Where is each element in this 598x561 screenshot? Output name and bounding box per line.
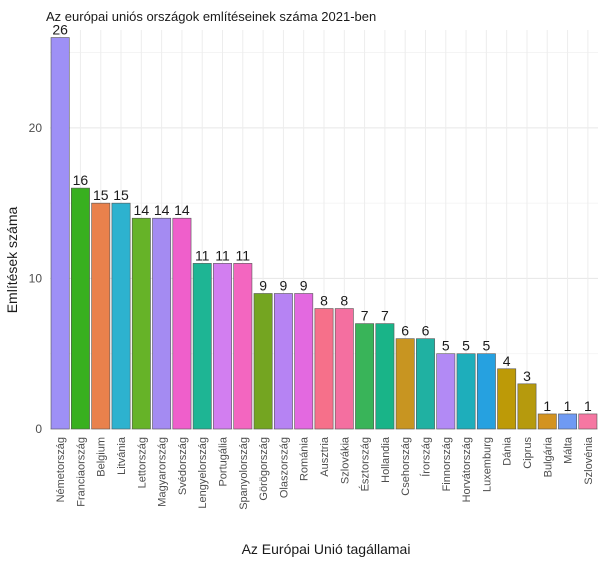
data-label: 26 <box>52 22 68 38</box>
bar <box>273 293 293 430</box>
bar <box>355 323 375 430</box>
data-label: 8 <box>320 293 328 309</box>
bar <box>71 187 90 430</box>
data-label: 14 <box>174 202 190 218</box>
data-label: 9 <box>300 277 308 293</box>
x-tick-label: Belgium <box>96 437 108 477</box>
x-tick-label: Magyarország <box>157 437 169 507</box>
bar <box>517 383 537 430</box>
bar <box>91 202 111 430</box>
data-label: 6 <box>422 323 430 339</box>
bar <box>375 323 395 430</box>
data-label: 5 <box>482 338 490 354</box>
bar <box>456 353 476 430</box>
bar <box>233 263 253 430</box>
bar <box>314 308 334 430</box>
x-tick-label: Litvánia <box>116 436 128 475</box>
x-tick-label: Hollandia <box>380 436 392 483</box>
bar <box>172 217 192 430</box>
bar <box>558 413 577 430</box>
data-label: 5 <box>462 338 470 354</box>
data-label: 4 <box>503 353 511 369</box>
bar <box>416 338 435 430</box>
bar <box>152 217 172 430</box>
bar <box>578 413 598 430</box>
y-tick-label: 0 <box>35 422 42 436</box>
x-tick-label: Lettország <box>136 437 148 488</box>
x-tick-label: Luxemburg <box>481 437 493 492</box>
y-tick-label: 20 <box>29 121 43 135</box>
data-label: 9 <box>259 277 267 293</box>
bar <box>253 293 273 430</box>
x-tick-label: Bulgária <box>542 436 554 477</box>
data-label: 16 <box>73 172 89 188</box>
x-tick-label: Dánia <box>502 436 514 466</box>
y-tick-label: 10 <box>29 271 43 285</box>
bar <box>537 413 557 430</box>
bar <box>497 368 517 430</box>
x-tick-label: Finnország <box>441 437 453 491</box>
data-label: 7 <box>381 308 389 324</box>
data-label: 14 <box>154 202 170 218</box>
x-tick-label: Észtország <box>359 437 372 491</box>
bar <box>476 353 496 430</box>
data-label: 1 <box>564 398 572 414</box>
x-tick-label: Ausztria <box>319 436 331 477</box>
bar <box>50 37 70 430</box>
bar <box>131 217 151 430</box>
x-tick-label: Szlovákia <box>339 436 351 484</box>
x-tick-label: Ciprus <box>522 437 534 469</box>
x-tick-label: Franciaország <box>75 437 87 507</box>
bar <box>395 338 415 430</box>
x-axis-ticks: Németország Franciaország Belgium Litvánia L… <box>55 436 595 510</box>
bar <box>192 263 212 430</box>
x-tick-label: Horvátország <box>461 437 473 502</box>
y-axis-title: Említések száma <box>4 206 20 313</box>
x-tick-label: Görögország <box>258 437 270 501</box>
data-label: 1 <box>584 398 592 414</box>
bar <box>111 202 131 430</box>
data-label: 9 <box>280 277 288 293</box>
x-tick-label: Írország <box>419 437 432 477</box>
x-tick-label: Olaszország <box>278 437 290 498</box>
bar <box>334 308 354 430</box>
bar <box>436 353 456 430</box>
data-label: 8 <box>340 293 348 309</box>
data-label: 11 <box>215 247 230 263</box>
x-tick-label: Németország <box>55 437 67 502</box>
bars <box>50 37 598 430</box>
data-label: 11 <box>236 247 251 263</box>
x-tick-label: Málta <box>563 436 575 464</box>
x-tick-label: Románia <box>299 436 311 481</box>
x-tick-label: Spanyolország <box>238 437 250 510</box>
chart-title: Az európai uniós országok említéseinek s… <box>46 9 377 24</box>
bar <box>213 263 232 430</box>
x-tick-label: Portugália <box>218 436 230 486</box>
data-label: 6 <box>401 323 409 339</box>
x-tick-label: Lengyelország <box>197 437 209 509</box>
data-label: 15 <box>113 187 129 203</box>
y-axis-ticks: 0 10 20 <box>29 121 43 436</box>
data-label: 15 <box>93 187 109 203</box>
data-label: 7 <box>361 308 369 324</box>
x-tick-label: Szlovénia <box>583 436 595 485</box>
data-label: 11 <box>195 247 210 263</box>
data-label: 1 <box>543 398 551 414</box>
data-label: 5 <box>442 338 450 354</box>
bar <box>294 293 314 430</box>
x-axis-title: Az Európai Unió tagállamai <box>242 541 411 557</box>
x-tick-label: Csehország <box>400 437 412 496</box>
data-label: 3 <box>523 368 531 384</box>
data-label: 14 <box>134 202 150 218</box>
x-tick-label: Svédország <box>177 437 189 495</box>
